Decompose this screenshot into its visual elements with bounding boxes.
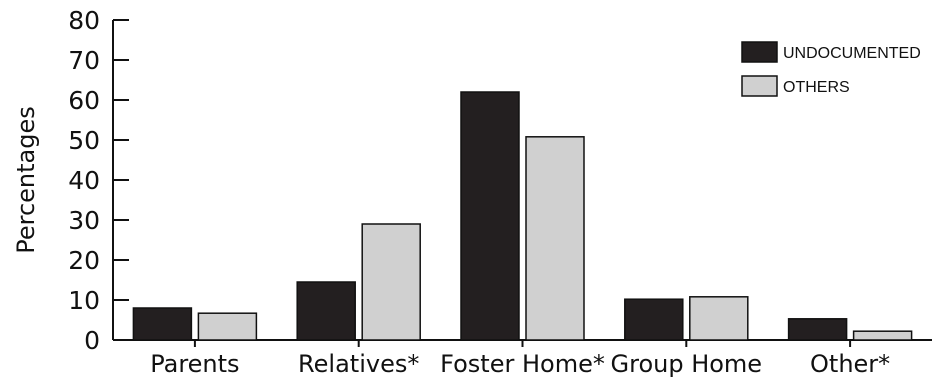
legend-label: UNDOCUMENTED <box>783 45 921 62</box>
y-tick-label: 40 <box>68 166 100 195</box>
bar-others <box>361 223 421 341</box>
x-tick-label: Group Home <box>611 350 763 378</box>
x-axis: Parents Relatives* Foster Home* Group Home O… <box>113 339 932 378</box>
bar-others <box>689 296 749 341</box>
y-axis-title: Percentages <box>12 106 40 254</box>
y-tick-label: 10 <box>68 286 100 315</box>
y-axis: 0 10 20 30 40 50 60 70 80 <box>68 6 129 355</box>
y-tick-label: 20 <box>68 246 100 275</box>
bar-undocumented <box>296 281 356 341</box>
legend-swatch <box>741 75 778 97</box>
legend-swatch <box>741 41 778 63</box>
bar-undocumented <box>460 91 520 341</box>
bar-others <box>852 330 913 341</box>
bar-undocumented <box>624 298 684 341</box>
x-tick-label: Relatives* <box>298 350 419 378</box>
x-tick-label: Parents <box>150 350 239 378</box>
bars <box>132 91 913 341</box>
y-tick-label: 30 <box>68 206 100 235</box>
bar-undocumented <box>132 307 193 341</box>
y-tick-label: 70 <box>68 46 100 75</box>
y-tick-label: 60 <box>68 86 100 115</box>
y-tick-label: 80 <box>68 6 100 35</box>
bar-others <box>197 312 258 341</box>
bar-undocumented <box>787 318 848 341</box>
x-tick-label: Other* <box>810 350 890 378</box>
x-tick-label: Foster Home* <box>440 350 605 378</box>
y-tick-label: 0 <box>84 326 100 355</box>
legend: UNDOCUMENTED OTHERS <box>741 41 921 97</box>
bar-others <box>525 136 585 341</box>
legend-label: OTHERS <box>783 79 850 96</box>
y-tick-label: 50 <box>68 126 100 155</box>
